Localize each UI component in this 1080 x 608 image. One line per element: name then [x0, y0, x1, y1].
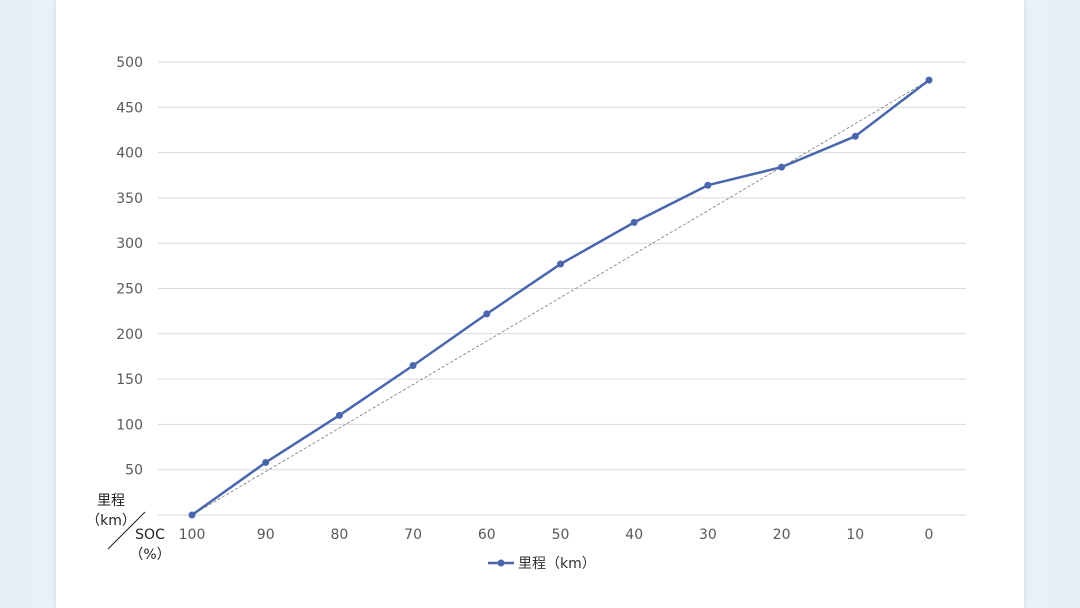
page-backdrop-right: [1024, 0, 1080, 608]
y-tick-label: 450: [116, 100, 143, 116]
x-tick-label: 20: [773, 527, 791, 543]
y-tick-label: 100: [116, 417, 143, 433]
data-point: [925, 76, 933, 84]
corner-y-label-line1: 里程: [97, 493, 125, 509]
x-tick-label: 40: [625, 527, 643, 543]
x-tick-label: 80: [330, 527, 348, 543]
x-axis-tick-labels: 100 90 80 70 60 50 40 30 20 10 0: [179, 527, 934, 543]
x-tick-label: 0: [925, 527, 934, 543]
x-tick-label: 10: [846, 527, 864, 543]
series-markers: [188, 76, 933, 519]
y-tick-label: 150: [116, 372, 143, 388]
page-backdrop-left: [0, 0, 56, 608]
data-point: [778, 163, 786, 171]
legend-marker-swatch: [497, 559, 505, 567]
x-tick-label: 30: [699, 527, 717, 543]
y-tick-label: 300: [116, 236, 143, 252]
corner-y-label-line2: （km）: [86, 513, 136, 529]
reference-dashed-line: [191, 79, 930, 516]
data-point: [851, 132, 859, 140]
y-tick-label: 200: [116, 327, 143, 343]
data-point: [630, 218, 638, 226]
x-tick-label: 90: [257, 527, 275, 543]
y-axis-tick-labels: 50 100 150 200 250 300 350 400 450 500: [116, 55, 143, 479]
x-tick-label: 50: [552, 527, 570, 543]
data-point: [335, 411, 343, 419]
corner-diagonal: [107, 511, 146, 550]
data-point: [483, 310, 491, 318]
data-point: [409, 362, 417, 370]
axis-corner-label: 里程 （km） SOC （%）: [86, 493, 171, 563]
data-point: [188, 511, 196, 519]
chart-panel: [56, 0, 1024, 608]
data-point: [557, 260, 564, 268]
x-tick-label: 70: [404, 527, 422, 543]
corner-x-label-line2: （%）: [129, 547, 170, 563]
gridlines: [158, 61, 966, 471]
y-tick-label: 350: [116, 191, 143, 207]
corner-x-label-line1: SOC: [135, 527, 165, 543]
y-tick-label: 50: [125, 463, 143, 479]
x-tick-label: 100: [179, 527, 206, 543]
y-tick-label: 250: [116, 282, 143, 298]
x-tick-label: 60: [478, 527, 496, 543]
y-tick-label: 400: [116, 146, 143, 162]
legend-label: 里程（km）: [518, 556, 596, 572]
legend: 里程（km）: [488, 556, 596, 572]
data-point: [262, 458, 270, 466]
y-tick-label: 500: [116, 55, 143, 71]
data-point: [704, 181, 712, 189]
